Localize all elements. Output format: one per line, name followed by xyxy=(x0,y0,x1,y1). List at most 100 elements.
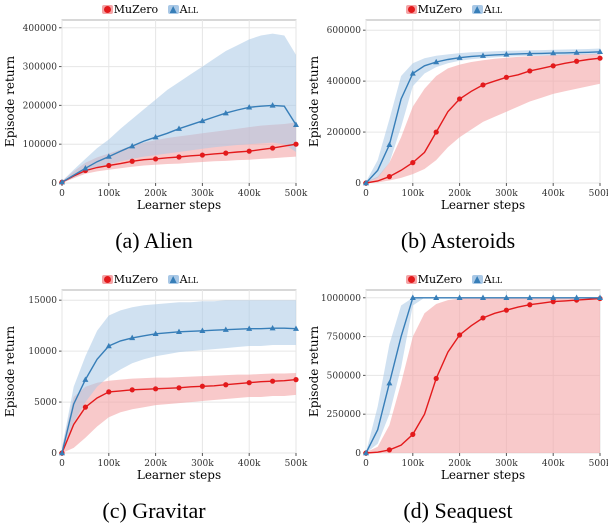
data-point-all xyxy=(480,52,486,58)
data-point-all xyxy=(222,326,229,332)
data-point-all xyxy=(503,294,510,300)
data-point-muzero xyxy=(246,148,252,154)
data-point-muzero xyxy=(527,68,533,74)
data-point-muzero xyxy=(129,387,135,393)
y-tick-label: 500000 xyxy=(327,371,362,381)
data-point-all xyxy=(222,109,229,116)
data-point-all xyxy=(550,294,557,300)
caption-asteroids: (b) Asteroids xyxy=(400,228,516,253)
data-point-all xyxy=(152,330,159,337)
legend-swatch-all xyxy=(167,275,179,284)
y-tick-label: 400000 xyxy=(327,77,362,87)
data-point-muzero xyxy=(293,141,299,147)
data-point-all xyxy=(503,51,510,57)
data-point-muzero xyxy=(223,150,229,156)
x-tick-label: 500k xyxy=(589,189,608,199)
legend-item-muzero: MuZero xyxy=(101,3,158,16)
data-point-all xyxy=(363,449,369,456)
data-point-muzero xyxy=(550,63,556,69)
caption-gravitar: (c) Gravitar xyxy=(102,498,206,523)
legend-item-muzero: MuZero xyxy=(405,2,463,16)
x-tick-label: 200k xyxy=(448,189,471,199)
data-point-muzero xyxy=(82,404,88,410)
data-point-muzero xyxy=(106,389,112,395)
data-point-all xyxy=(176,125,182,131)
data-point-all xyxy=(293,121,299,127)
legend-label-all: All xyxy=(179,272,199,286)
legend-swatch-muzero xyxy=(405,275,417,284)
data-point-all xyxy=(152,134,159,140)
y-tick-label: 0 xyxy=(355,179,361,189)
legend-swatch-all xyxy=(471,275,483,284)
data-point-all xyxy=(597,294,603,300)
data-point-all xyxy=(246,104,253,110)
chart-panel-gravitar: MuZero All 0 5000 10000 15000 0 100k 200k 300k 4… xyxy=(0,270,308,529)
data-point-all xyxy=(363,179,369,186)
data-point-muzero xyxy=(527,302,533,308)
legend-label-all: All xyxy=(483,2,503,16)
data-point-all xyxy=(573,49,580,55)
data-point-muzero xyxy=(480,315,486,321)
chart-legend: MuZero All xyxy=(304,272,604,286)
x-tick-label: 0 xyxy=(363,189,369,199)
x-tick-label: 300k xyxy=(495,189,518,199)
data-point-all xyxy=(597,48,603,55)
data-point-muzero xyxy=(270,378,276,384)
data-point-all xyxy=(199,117,206,124)
data-point-muzero xyxy=(503,74,509,80)
x-axis-label: Learner steps xyxy=(441,468,525,482)
legend-label-all: All xyxy=(179,2,199,16)
chart-svg-gravitar: 0 5000 10000 15000 0 100k 200k 300k 400k 500k Lear… xyxy=(3,289,308,482)
chart-svg-seaquest: 0 250000 500000 750000 1000000 0 100k 200k 300k 4… xyxy=(307,289,608,482)
data-point-all xyxy=(456,294,463,300)
y-tick-label: 200000 xyxy=(23,101,58,111)
data-point-all xyxy=(269,325,276,331)
confidence-band-all xyxy=(62,300,296,453)
legend-label-all: All xyxy=(483,272,503,286)
x-tick-label: 100k xyxy=(97,459,120,469)
x-axis-label: Learner steps xyxy=(441,198,525,212)
legend-item-all: All xyxy=(471,272,503,286)
data-point-all xyxy=(199,327,206,333)
x-tick-label: 200k xyxy=(144,459,167,469)
y-axis-label: Episode return xyxy=(307,326,321,417)
confidence-band-muzero xyxy=(62,373,296,453)
y-tick-label: 0 xyxy=(51,449,57,459)
legend-item-all: All xyxy=(167,272,199,286)
y-tick-label: 1000000 xyxy=(321,294,361,304)
data-point-muzero xyxy=(153,156,159,162)
legend-label-muzero: MuZero xyxy=(417,2,463,16)
x-tick-label: 0 xyxy=(59,459,65,469)
data-point-all xyxy=(550,49,557,56)
data-point-muzero xyxy=(176,385,182,391)
x-tick-label: 200k xyxy=(144,189,167,199)
data-point-muzero xyxy=(106,162,112,169)
y-tick-label: 0 xyxy=(355,449,361,459)
data-point-muzero xyxy=(550,299,556,305)
chart-svg-asteroids: 0 200000 400000 600000 0 100k 200k 300k 400k 500k… xyxy=(307,19,608,212)
legend-swatch-muzero xyxy=(405,5,417,14)
chart-legend: MuZero All xyxy=(0,2,300,16)
y-tick-label: 10000 xyxy=(28,347,57,357)
y-tick-label: 600000 xyxy=(327,26,362,36)
legend-label-muzero: MuZero xyxy=(417,272,463,286)
x-tick-label: 400k xyxy=(238,459,261,469)
x-axis-label: Learner steps xyxy=(137,198,221,212)
data-point-muzero xyxy=(153,386,159,392)
x-tick-label: 100k xyxy=(401,459,424,469)
y-tick-label: 300000 xyxy=(23,63,58,73)
legend-swatch-all xyxy=(167,5,179,14)
y-axis-label: Episode return xyxy=(3,56,17,147)
x-tick-label: 200k xyxy=(448,459,471,469)
data-point-muzero xyxy=(386,174,392,180)
chart-panel-asteroids: MuZero All 0 200000 400000 600000 0 100k 200k 3… xyxy=(304,0,608,262)
data-point-all xyxy=(433,294,440,300)
legend-item-all: All xyxy=(471,2,503,16)
data-point-muzero xyxy=(574,58,580,64)
data-point-all xyxy=(433,58,440,65)
data-point-muzero xyxy=(480,82,486,88)
data-point-all xyxy=(293,325,299,331)
data-point-all xyxy=(105,342,112,349)
data-point-muzero xyxy=(199,383,205,389)
chart-panel-alien: MuZero All 0 100000 200000 300000 400000 0 100… xyxy=(0,0,308,262)
